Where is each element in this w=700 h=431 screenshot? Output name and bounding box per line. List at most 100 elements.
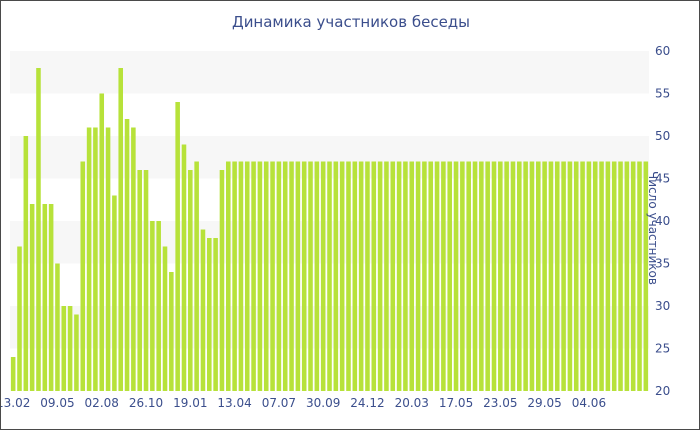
bar: [599, 161, 604, 391]
bar: [358, 161, 364, 391]
bar: [225, 161, 231, 391]
bar: [308, 161, 313, 391]
bar: [460, 161, 465, 391]
bar: [194, 161, 199, 391]
bar: [67, 306, 73, 391]
bar: [175, 102, 180, 391]
x-tick-label: 17.05: [439, 396, 473, 410]
bar: [320, 161, 326, 391]
bar: [396, 161, 402, 391]
x-tick-label: 19.01: [173, 396, 207, 410]
bar: [447, 161, 452, 391]
bar: [466, 161, 471, 391]
bar: [169, 272, 174, 391]
bar: [422, 161, 427, 391]
bar: [403, 161, 408, 391]
bar: [42, 204, 48, 391]
bar: [48, 204, 54, 391]
x-tick-label: 02.08: [85, 396, 119, 410]
bar: [263, 161, 269, 391]
bar: [554, 161, 560, 391]
bar: [523, 161, 528, 391]
bar: [434, 161, 440, 391]
bar: [295, 161, 301, 391]
bar: [365, 161, 370, 391]
bar: [339, 161, 345, 391]
x-tick-label: 30.09: [306, 396, 340, 410]
bar: [428, 161, 434, 391]
bar: [561, 161, 566, 391]
bar: [282, 161, 288, 391]
bar: [181, 144, 187, 391]
bar: [244, 161, 250, 391]
bar: [36, 68, 41, 391]
bar: [618, 161, 623, 391]
bar: [207, 238, 212, 391]
y-axis-label: Число участников: [646, 171, 660, 285]
bar: [504, 161, 509, 391]
bar: [232, 161, 237, 391]
bar: [548, 161, 554, 391]
bar: [105, 127, 111, 391]
bar: [472, 161, 478, 391]
bar: [112, 195, 117, 391]
bar: [517, 161, 522, 391]
bar: [491, 161, 497, 391]
y-tick-label: 45: [655, 172, 670, 186]
bar: [592, 161, 598, 391]
bar: [23, 136, 29, 391]
bar: [630, 161, 636, 391]
bar: [384, 161, 389, 391]
bar: [409, 161, 415, 391]
bar: [162, 246, 168, 391]
bar: [605, 161, 611, 391]
x-tick-label: 07.07: [262, 396, 296, 410]
bar: [580, 161, 585, 391]
bar: [270, 161, 275, 391]
grid-band: [10, 51, 649, 94]
bar: [55, 263, 60, 391]
bar: [314, 161, 320, 391]
bar: [352, 161, 358, 391]
y-tick-label: 50: [655, 129, 670, 143]
bar: [137, 170, 142, 391]
bar: [567, 161, 573, 391]
bar: [377, 161, 383, 391]
bar: [93, 127, 98, 391]
bar: [80, 161, 86, 391]
bar: [529, 161, 535, 391]
bar: [510, 161, 516, 391]
x-tick-label: 20.03: [395, 396, 429, 410]
bar: [124, 119, 130, 391]
bar: [200, 229, 206, 391]
bar: [156, 221, 161, 391]
bar: [17, 246, 22, 391]
bar: [74, 314, 79, 391]
bar: [611, 161, 617, 391]
bar: [289, 161, 294, 391]
bar: [573, 161, 579, 391]
bar: [453, 161, 459, 391]
y-tick-label: 40: [655, 214, 670, 228]
bar: [213, 238, 218, 391]
bar: [441, 161, 446, 391]
bar: [498, 161, 503, 391]
x-tick-label: 24.12: [350, 396, 384, 410]
y-tick-label: 25: [655, 342, 670, 356]
x-tick-label: 13.04: [217, 396, 251, 410]
bar: [327, 161, 332, 391]
x-tick-label: 29.05: [527, 396, 561, 410]
x-tick-label: 26.10: [129, 396, 163, 410]
bar: [415, 161, 421, 391]
bar: [301, 161, 307, 391]
x-tick-label: 09.05: [40, 396, 74, 410]
y-tick-label: 30: [655, 299, 670, 313]
bar: [346, 161, 351, 391]
y-tick-label: 35: [655, 257, 670, 271]
bar: [61, 306, 67, 391]
y-tick-label: 60: [655, 44, 670, 58]
bar: [143, 170, 149, 391]
x-tick-label: 13.02: [1, 396, 30, 410]
